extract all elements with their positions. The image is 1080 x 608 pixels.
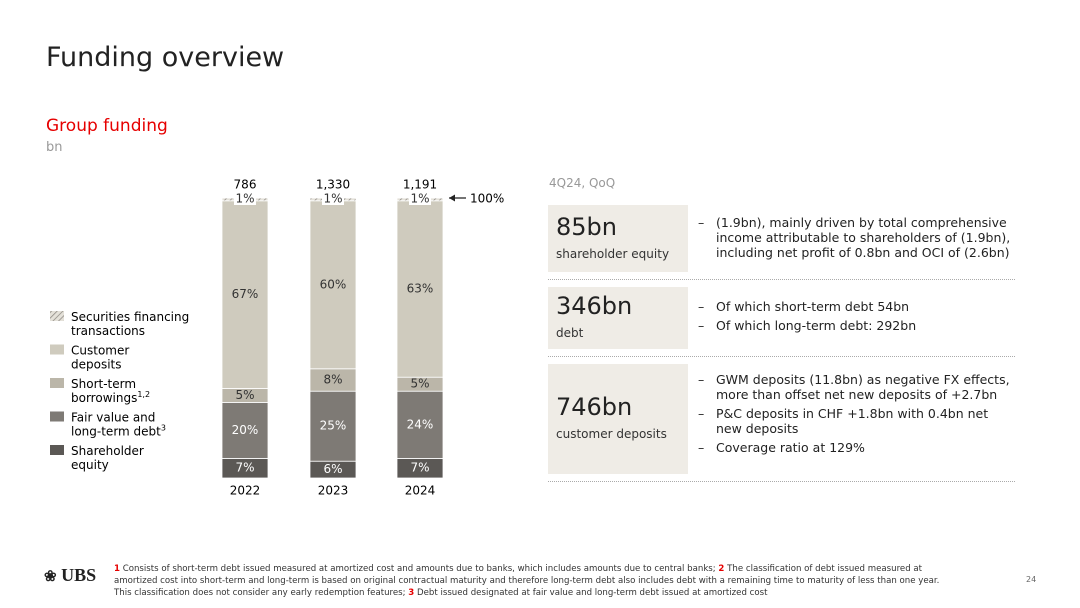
footnote-number: 3 xyxy=(408,588,415,598)
legend-swatch xyxy=(50,378,64,388)
footnote-number: 2 xyxy=(718,564,725,574)
value-label: 20% xyxy=(232,423,259,437)
value-label: 8% xyxy=(323,373,342,387)
chart-subtitle: bn xyxy=(46,140,63,155)
value-label: 5% xyxy=(410,377,429,391)
x-tick-label: 2024 xyxy=(405,484,436,498)
bullet: Of which long-term debt: 292bn xyxy=(696,318,1016,333)
legend-text-cont: equity xyxy=(71,458,109,472)
footnotes: 1 Consists of short-term debt issued mea… xyxy=(114,563,954,599)
metric-box: 346bn debt xyxy=(548,287,688,349)
legend-swatch xyxy=(50,311,64,321)
legend-swatch xyxy=(50,411,64,422)
value-label: 7% xyxy=(410,461,429,475)
label-bg xyxy=(234,193,256,205)
bar-segment xyxy=(221,200,269,389)
metric-label: customer deposits xyxy=(556,427,667,441)
legend-label: Short-term borrowings1,2 xyxy=(71,377,150,405)
panel-row: 85bn shareholder equity (1.9bn), mainly dr… xyxy=(548,205,1015,280)
legend-label: Shareholder equity xyxy=(71,444,144,472)
label-bg xyxy=(409,193,431,205)
bar-segment xyxy=(221,401,269,459)
metric-value: 85bn xyxy=(556,212,617,241)
x-tick-label: 2022 xyxy=(230,484,261,498)
footnote-number: 1 xyxy=(114,564,120,574)
bullet: Of which short-term debt 54bn xyxy=(696,299,1016,314)
bullet-list: (1.9bn), mainly driven by total comprehe… xyxy=(696,215,1016,264)
total-label: 1,330 xyxy=(316,178,350,192)
legend-text: Short-term xyxy=(71,377,136,391)
value-label: 67% xyxy=(232,287,259,301)
metric-value: 746bn xyxy=(556,393,633,421)
value-label: 60% xyxy=(320,277,347,291)
metric-label: shareholder equity xyxy=(556,246,670,261)
legend-label: Securities financing transactions xyxy=(71,310,189,338)
metric-box: 85bn shareholder equity xyxy=(548,205,688,272)
annotation: 100% xyxy=(470,192,504,206)
legend-note: 3 xyxy=(161,423,166,432)
slide-title: Funding overview xyxy=(46,42,285,73)
legend-text: Shareholder xyxy=(71,444,144,458)
legend-label: Fair value and long-term debt3 xyxy=(71,410,166,438)
bullet: P&C deposits in CHF +1.8bn with 0.4bn ne… xyxy=(696,406,1016,436)
value-label: 6% xyxy=(323,462,342,476)
bar-segment xyxy=(309,390,357,462)
chart-title: Group funding xyxy=(46,116,168,136)
footnote-text: The classification of debt issued measur… xyxy=(114,564,940,598)
legend-text-cont: transactions xyxy=(71,324,145,338)
chart: 100% 7%20%5%67%1%78620226%25%8%60%1%1,33… xyxy=(50,178,504,498)
footnote-text: Consists of short-term debt issued measu… xyxy=(122,564,716,574)
total-label: 786 xyxy=(234,178,257,192)
metric-box: 746bn customer deposits xyxy=(548,364,688,474)
metric-label: debt xyxy=(556,326,584,340)
value-label: 63% xyxy=(407,282,434,296)
label-bg xyxy=(322,193,344,205)
legend-swatch xyxy=(50,445,64,455)
bullet-list: GWM deposits (11.8bn) as negative FX eff… xyxy=(696,372,1016,459)
value-label: 5% xyxy=(235,388,254,402)
logo-text: UBS xyxy=(61,565,97,585)
value-label: 24% xyxy=(407,417,434,431)
logo: ❀ UBS xyxy=(44,565,97,585)
footnote-text: Debt issued designated at fair value and… xyxy=(417,588,768,598)
panel-header: 4Q24, QoQ xyxy=(549,176,616,190)
value-label: 1% xyxy=(410,192,429,206)
legend-text: Customer xyxy=(71,343,129,357)
bar-segment xyxy=(309,200,357,370)
annotation-arrowhead xyxy=(449,194,455,202)
total-label: 1,191 xyxy=(403,178,437,192)
value-label: 1% xyxy=(235,192,254,206)
x-tick-label: 2023 xyxy=(318,484,349,498)
legend-text: Fair value and xyxy=(71,410,155,424)
legend-label: Customer deposits xyxy=(71,343,129,371)
bullet-list: Of which short-term debt 54bn Of which lo… xyxy=(696,299,1016,337)
legend-note: 1,2 xyxy=(137,390,150,399)
metric-value: 346bn xyxy=(556,292,633,320)
value-label: 1% xyxy=(323,192,342,206)
panel-row: 346bndebtOf which short-term debt 54bnOf… xyxy=(548,287,1015,357)
value-label: 25% xyxy=(320,419,347,433)
panel-row: 746bn customer deposits GWM deposits (11.8… xyxy=(548,364,1015,482)
legend-text-cont: deposits xyxy=(71,357,122,371)
legend-text-cont: borrowings xyxy=(71,391,137,405)
bar-segment xyxy=(396,200,444,378)
value-label: 7% xyxy=(235,461,254,475)
bullet: Coverage ratio at 129% xyxy=(696,440,1016,455)
legend-text-cont: long-term debt xyxy=(71,424,161,438)
page-number: 24 xyxy=(1026,575,1037,584)
bullet: (1.9bn), mainly driven by total comprehe… xyxy=(696,215,1016,260)
legend-swatch xyxy=(50,344,64,355)
bullet: GWM deposits (11.8bn) as negative FX eff… xyxy=(696,372,1016,402)
bar-segment xyxy=(396,390,444,459)
legend-text: Securities financing xyxy=(71,310,189,324)
